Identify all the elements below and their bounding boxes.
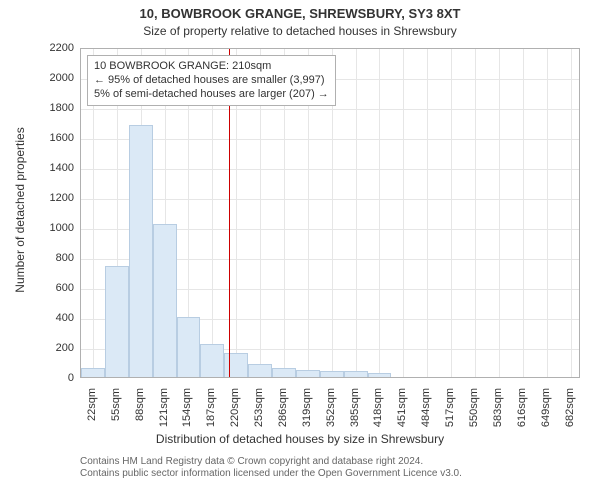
histogram-bar xyxy=(177,317,201,377)
gridline-h xyxy=(81,199,579,200)
x-tick-label: 286sqm xyxy=(277,388,289,438)
x-tick-label: 55sqm xyxy=(110,388,122,438)
x-tick-label: 187sqm xyxy=(205,388,217,438)
footer-line: Contains HM Land Registry data © Crown c… xyxy=(80,456,462,468)
annotation-line: ← 95% of detached houses are smaller (3,… xyxy=(94,74,329,88)
x-tick-label: 451sqm xyxy=(396,388,408,438)
plot-area: 10 BOWBROOK GRANGE: 210sqm← 95% of detac… xyxy=(80,48,580,378)
footer-attribution: Contains HM Land Registry data © Crown c… xyxy=(80,456,462,480)
histogram-bar xyxy=(320,371,344,377)
y-tick-label: 400 xyxy=(34,312,74,324)
histogram-bar xyxy=(153,224,177,377)
x-tick-label: 550sqm xyxy=(468,388,480,438)
y-tick-label: 1600 xyxy=(34,132,74,144)
gridline-v xyxy=(523,49,524,377)
y-axis-label: Number of detached properties xyxy=(13,110,27,310)
footer-line: Contains public sector information licen… xyxy=(80,468,462,480)
histogram-bar xyxy=(368,373,392,378)
x-tick-label: 484sqm xyxy=(420,388,432,438)
gridline-v xyxy=(427,49,428,377)
x-tick-label: 616sqm xyxy=(516,388,528,438)
histogram-bar xyxy=(272,368,296,377)
x-tick-label: 649sqm xyxy=(540,388,552,438)
x-tick-label: 121sqm xyxy=(158,388,170,438)
y-tick-label: 200 xyxy=(34,342,74,354)
gridline-v xyxy=(571,49,572,377)
gridline-h xyxy=(81,169,579,170)
gridline-v xyxy=(475,49,476,377)
histogram-bar xyxy=(296,370,320,378)
histogram-bar xyxy=(129,125,153,377)
x-tick-label: 253sqm xyxy=(253,388,265,438)
histogram-bar xyxy=(224,353,248,377)
x-tick-label: 583sqm xyxy=(492,388,504,438)
y-tick-label: 1200 xyxy=(34,192,74,204)
annotation-box: 10 BOWBROOK GRANGE: 210sqm← 95% of detac… xyxy=(87,55,336,106)
chart-title: 10, BOWBROOK GRANGE, SHREWSBURY, SY3 8XT xyxy=(0,6,600,21)
gridline-h xyxy=(81,109,579,110)
gridline-v xyxy=(451,49,452,377)
y-tick-label: 1400 xyxy=(34,162,74,174)
x-tick-label: 319sqm xyxy=(301,388,313,438)
y-tick-label: 1000 xyxy=(34,222,74,234)
histogram-bar xyxy=(200,344,224,377)
gridline-v xyxy=(403,49,404,377)
gridline-v xyxy=(499,49,500,377)
histogram-bar xyxy=(344,371,368,377)
y-tick-label: 800 xyxy=(34,252,74,264)
chart-subtitle: Size of property relative to detached ho… xyxy=(0,24,600,38)
x-tick-label: 352sqm xyxy=(325,388,337,438)
gridline-h xyxy=(81,139,579,140)
annotation-line: 10 BOWBROOK GRANGE: 210sqm xyxy=(94,60,329,74)
y-tick-label: 2000 xyxy=(34,72,74,84)
x-tick-label: 22sqm xyxy=(86,388,98,438)
x-tick-label: 385sqm xyxy=(349,388,361,438)
chart-container: 10, BOWBROOK GRANGE, SHREWSBURY, SY3 8XT… xyxy=(0,0,600,500)
x-tick-label: 682sqm xyxy=(564,388,576,438)
y-tick-label: 0 xyxy=(34,372,74,384)
y-tick-label: 2200 xyxy=(34,42,74,54)
histogram-bar xyxy=(105,266,129,377)
x-tick-label: 154sqm xyxy=(181,388,193,438)
gridline-v xyxy=(356,49,357,377)
x-tick-label: 220sqm xyxy=(229,388,241,438)
x-tick-label: 418sqm xyxy=(372,388,384,438)
x-tick-label: 517sqm xyxy=(444,388,456,438)
y-tick-label: 600 xyxy=(34,282,74,294)
histogram-bar xyxy=(248,364,272,378)
gridline-v xyxy=(379,49,380,377)
annotation-line: 5% of semi-detached houses are larger (2… xyxy=(94,88,329,102)
gridline-v xyxy=(547,49,548,377)
y-tick-label: 1800 xyxy=(34,102,74,114)
x-tick-label: 88sqm xyxy=(134,388,146,438)
histogram-bar xyxy=(81,368,105,377)
